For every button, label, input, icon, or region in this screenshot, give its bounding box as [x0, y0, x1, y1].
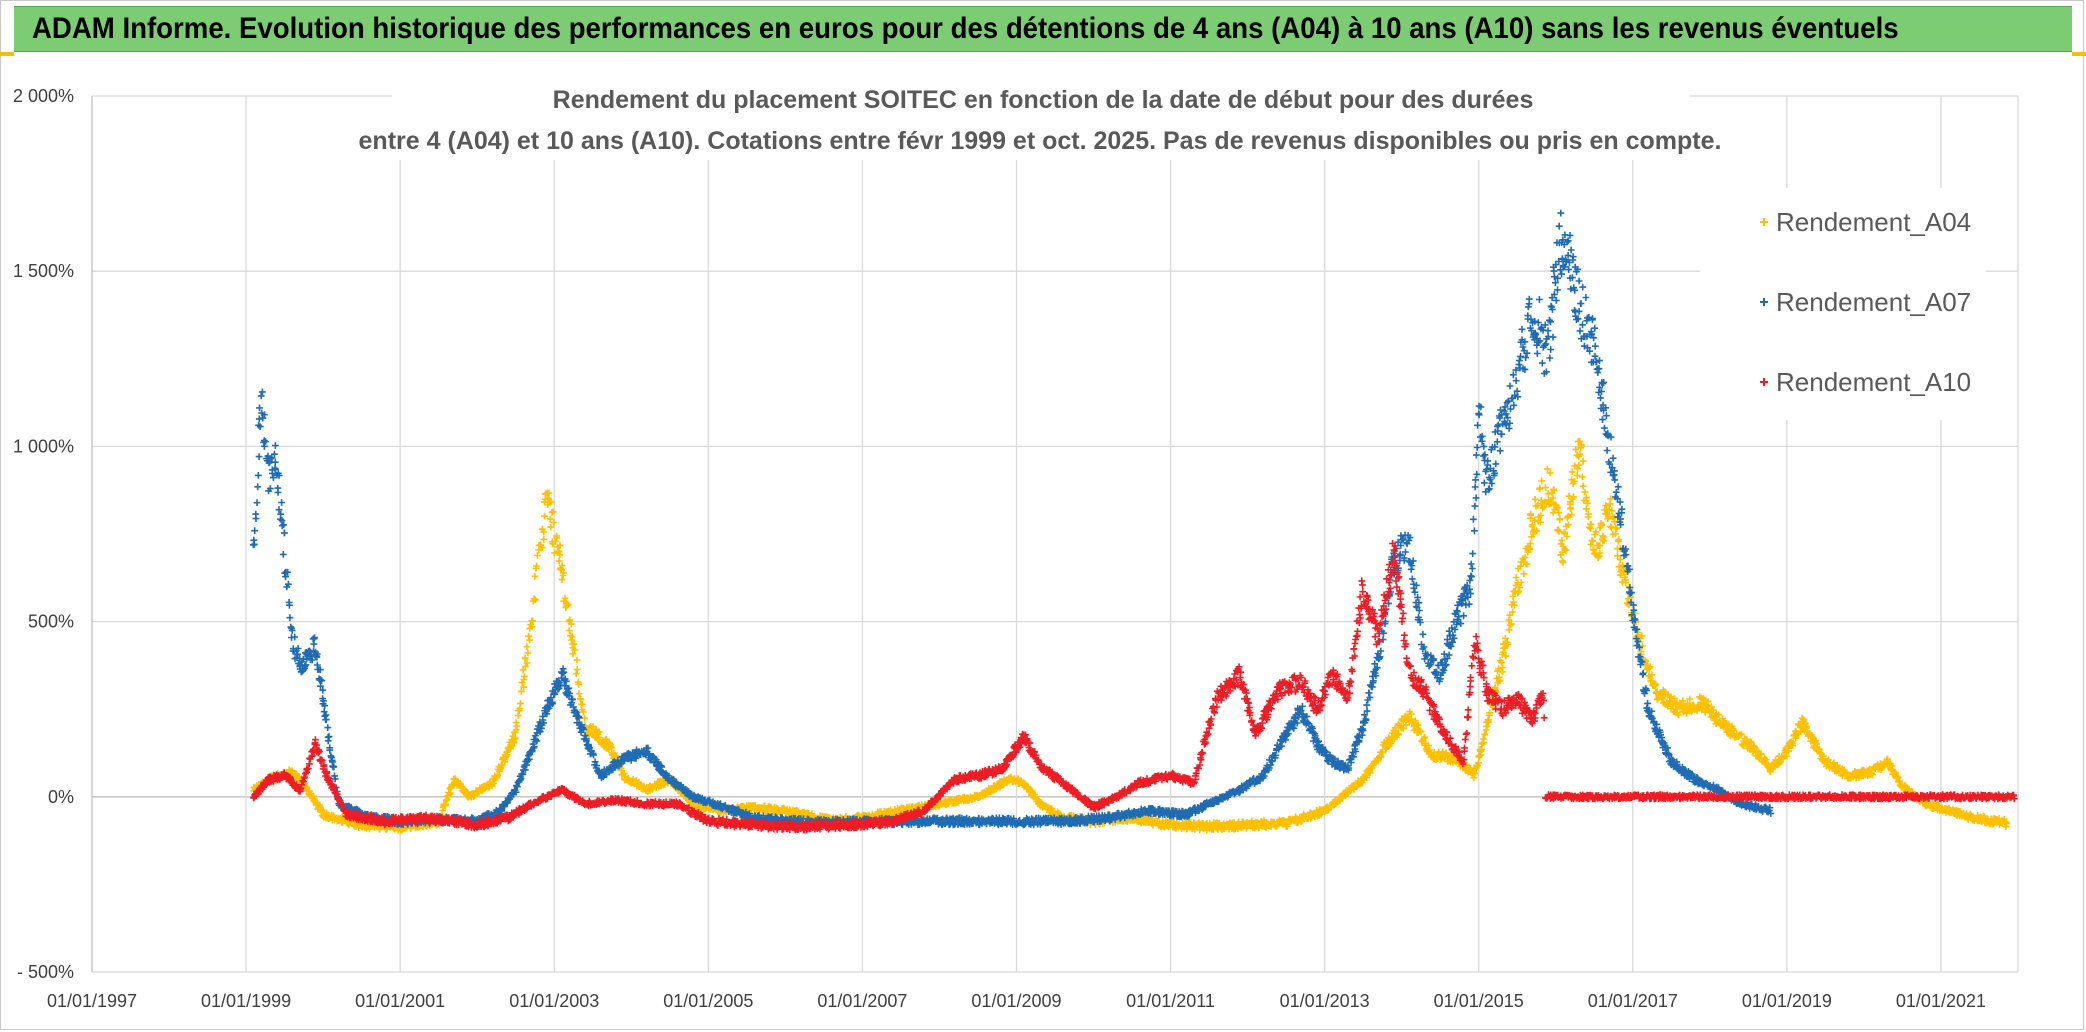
corner-accent-tr — [2072, 52, 2086, 56]
series-Rendement_A04 — [250, 437, 2010, 834]
legend: Rendement_A04 Rendement_A07 Rendement_A10 — [1700, 188, 1986, 420]
x-tick-label: 01/01/1997 — [47, 991, 137, 1011]
series-points-Rendement_A10 — [250, 540, 2018, 834]
x-tick-label: 01/01/2013 — [1280, 991, 1370, 1011]
x-tick-label: 01/01/2005 — [663, 991, 753, 1011]
x-tick-label: 01/01/2007 — [817, 991, 907, 1011]
y-tick-label: 500% — [28, 612, 74, 632]
chart-title-line-1: Rendement du placement SOITEC en fonctio… — [553, 86, 1534, 114]
x-tick-label: 01/01/2021 — [1896, 991, 1986, 1011]
legend-box — [1700, 188, 1986, 420]
legend-marker — [1760, 378, 1768, 386]
y-tick-label: 2 000% — [13, 86, 74, 106]
x-tick-label: 01/01/2003 — [509, 991, 599, 1011]
header-banner: ADAM Informe. Evolution historique des p… — [14, 6, 2072, 52]
series-Rendement_A07 — [250, 209, 1775, 830]
y-tick-label: 1 500% — [13, 261, 74, 281]
chart-title-background — [392, 88, 1690, 160]
x-tick-label: 01/01/2017 — [1588, 991, 1678, 1011]
y-axis-ticks: - 500% 0% 500% 1 000% 1 500% 2 000% — [13, 86, 74, 982]
x-axis-ticks: 01/01/1997 01/01/1999 01/01/2001 01/01/2003… — [47, 991, 1986, 1011]
legend-marker — [1760, 218, 1768, 226]
y-tick-label: - 500% — [17, 962, 74, 982]
legend-label: Rendement_A07 — [1776, 287, 1971, 317]
x-tick-label: 01/01/2011 — [1126, 991, 1215, 1011]
x-tick-label: 01/01/2015 — [1434, 991, 1524, 1011]
legend-marker — [1760, 298, 1768, 306]
data-series — [250, 209, 2018, 834]
corner-accent-tl — [0, 52, 14, 56]
series-Rendement_A10 — [250, 540, 2018, 834]
legend-label: Rendement_A04 — [1776, 207, 1971, 237]
header-title: ADAM Informe. Evolution historique des p… — [32, 12, 1899, 45]
chart-title-line-2: entre 4 (A04) et 10 ans (A10). Cotations… — [359, 127, 1722, 155]
y-tick-label: 1 000% — [13, 436, 74, 456]
x-tick-label: 01/01/2019 — [1742, 991, 1832, 1011]
y-tick-label: 0% — [48, 787, 74, 807]
series-points-Rendement_A04 — [250, 437, 2010, 834]
x-tick-label: 01/01/2001 — [355, 991, 445, 1011]
legend-label: Rendement_A10 — [1776, 367, 1971, 397]
x-tick-label: 01/01/1999 — [201, 991, 291, 1011]
series-points-Rendement_A07 — [250, 209, 1775, 830]
x-tick-label: 01/01/2009 — [971, 991, 1061, 1011]
